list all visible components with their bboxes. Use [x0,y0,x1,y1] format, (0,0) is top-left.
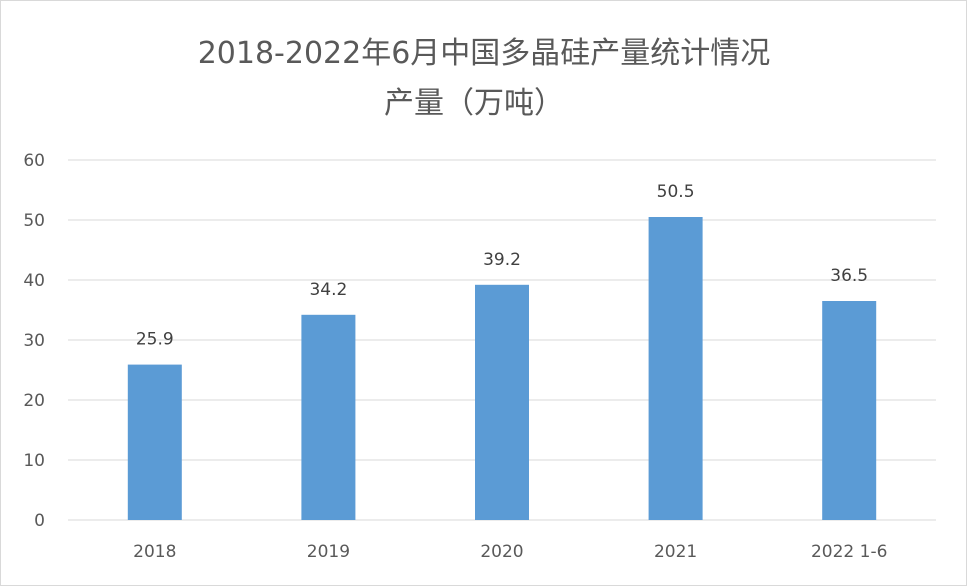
bar-2020 [475,284,529,520]
y-tick-label: 20 [23,391,45,411]
data-label: 39.2 [483,250,521,270]
y-tick-label: 0 [34,511,45,531]
data-label: 50.5 [657,182,695,202]
x-axis-ticks: 2018 2019 2020 2021 2022 1-6 [133,542,887,562]
x-tick-label: 2018 [133,542,176,562]
y-tick-label: 50 [23,211,45,231]
y-axis-ticks: 0 10 20 30 40 50 60 [23,151,45,531]
x-tick-label: 2019 [307,542,350,562]
x-tick-label: 2022 1-6 [811,542,887,562]
y-tick-label: 10 [23,451,45,471]
x-tick-label: 2021 [654,542,697,562]
bar-2021 [648,217,703,520]
y-tick-label: 40 [23,271,45,291]
bar-2018 [127,364,182,520]
data-label: 34.2 [309,280,347,300]
data-labels: 25.9 34.2 39.2 50.5 36.5 [136,182,868,350]
bar-2022-1-6 [822,301,877,520]
bars [127,217,877,520]
data-label: 36.5 [830,266,868,286]
bar-2019 [301,314,356,520]
chart-subtitle: 产量（万吨） [384,86,564,121]
chart-title: 2018-2022年6月中国多晶硅产量统计情况 [198,36,771,71]
data-label: 25.9 [136,330,174,350]
y-tick-label: 30 [23,331,45,351]
y-tick-label: 60 [23,151,45,171]
x-tick-label: 2020 [480,542,523,562]
